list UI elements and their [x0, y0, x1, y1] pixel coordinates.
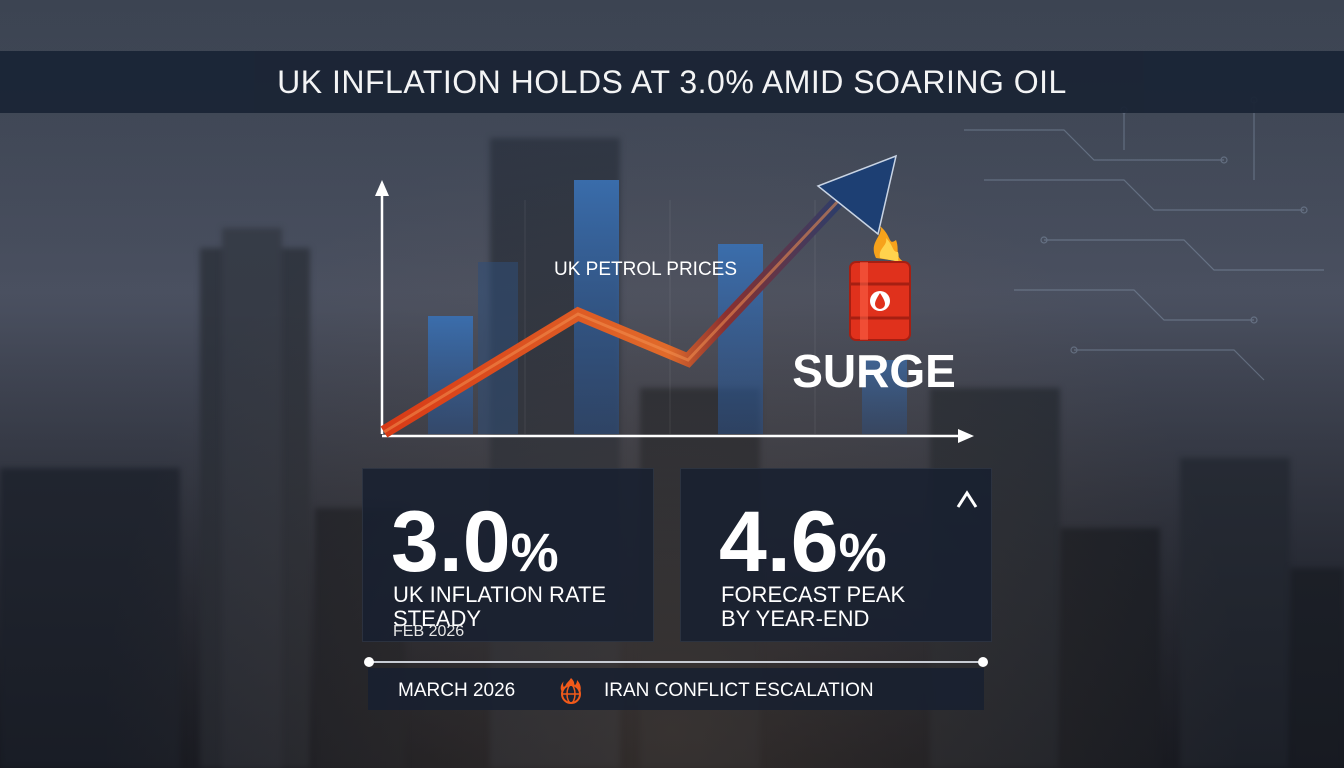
up-arrow-icon — [956, 490, 978, 617]
value-number: 3.0 — [391, 494, 511, 590]
value-unit: % — [510, 523, 559, 583]
forecast-peak-value: 4.6% — [719, 499, 887, 596]
inflation-rate-card: 3.0% UK INFLATION RATE STEADY FEB 2026 — [362, 468, 654, 642]
building — [0, 468, 180, 768]
forecast-peak-label: FORECAST PEAK — [721, 582, 906, 607]
inflation-rate-status: STEADY — [393, 606, 482, 631]
chart-axes — [375, 180, 974, 443]
chart-bar — [862, 360, 907, 434]
building — [222, 228, 282, 768]
globe-fire-icon — [560, 678, 581, 704]
building — [1060, 528, 1160, 768]
inflation-rate-value: 3.0% — [391, 499, 559, 596]
trend-line — [380, 175, 863, 438]
building — [1290, 568, 1344, 768]
value-unit: % — [838, 523, 887, 583]
page-title: UK INFLATION HOLDS AT 3.0% AMID SOARING … — [277, 63, 1067, 100]
chart-bar — [574, 180, 619, 434]
trend-arrowhead — [816, 154, 898, 236]
timeline-end-dot — [978, 657, 988, 667]
surge-callout: SURGE — [792, 345, 956, 397]
inflation-rate-label: UK INFLATION RATE — [393, 582, 607, 607]
timeline-date: MARCH 2026 — [398, 680, 516, 701]
title-banner: UK INFLATION HOLDS AT 3.0% AMID SOARING … — [0, 51, 1344, 113]
timeline-start-dot — [364, 657, 374, 667]
timeline-event-bar: MARCH 2026 IRAN CONFLICT ESCALATION — [368, 668, 984, 710]
forecast-peak-period: BY YEAR-END — [721, 606, 870, 631]
chart-bar — [718, 244, 763, 434]
oil-barrel-icon — [849, 226, 911, 341]
forecast-peak-card: 4.6% FORECAST PEAK BY YEAR-END — [680, 468, 992, 642]
timeline-line — [369, 661, 983, 663]
building — [1180, 458, 1290, 768]
inflation-rate-date: FEB 2026 — [393, 623, 465, 640]
chart-label: UK PETROL PRICES — [554, 259, 737, 280]
value-number: 4.6 — [719, 494, 839, 590]
circuit-pattern — [964, 96, 1324, 381]
timeline-event: IRAN CONFLICT ESCALATION — [604, 680, 874, 701]
